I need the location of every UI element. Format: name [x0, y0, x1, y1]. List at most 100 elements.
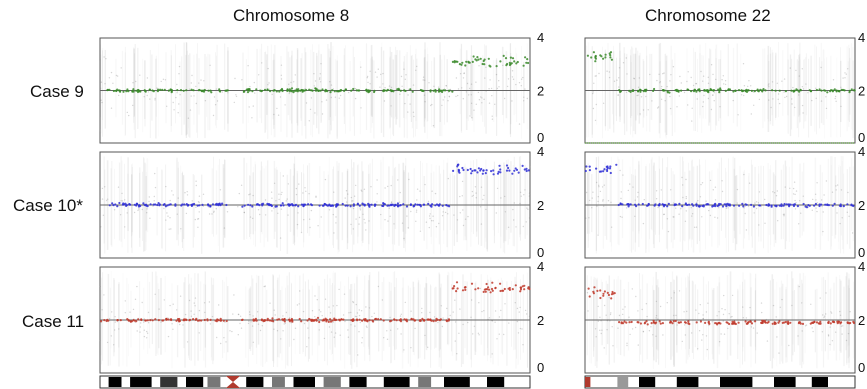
noise-point: [620, 191, 622, 193]
noise-point: [267, 84, 269, 86]
data-point: [341, 202, 344, 206]
data-point: [377, 318, 380, 321]
data-point: [363, 204, 366, 207]
noise-point: [839, 222, 841, 225]
noise-point: [198, 332, 200, 334]
noise-point: [248, 311, 251, 313]
noise-point: [784, 96, 786, 99]
noise-point: [657, 106, 660, 108]
noise-point: [118, 328, 120, 330]
noise-point: [459, 212, 461, 214]
noise-point: [715, 78, 717, 81]
noise-point: [404, 78, 406, 81]
data-point: [329, 320, 333, 323]
noise-point: [176, 83, 178, 86]
data-point: [505, 164, 509, 167]
noise-point: [424, 79, 426, 81]
noise-point: [416, 188, 419, 190]
noise-point: [825, 292, 827, 294]
noise-point: [167, 335, 170, 338]
noise-point: [673, 216, 675, 218]
data-point: [146, 319, 149, 322]
noise-point: [709, 179, 712, 182]
noise-point: [409, 103, 411, 105]
data-point: [352, 319, 355, 322]
noise-point: [758, 224, 760, 226]
data-point: [453, 61, 456, 64]
noise-point: [149, 98, 151, 100]
noise-point: [361, 190, 363, 192]
noise-point: [284, 322, 287, 324]
noise-point: [785, 95, 788, 98]
data-point: [661, 322, 665, 325]
noise-point: [699, 304, 701, 306]
noise-point: [129, 311, 131, 313]
noise-point: [798, 223, 800, 225]
noise-point: [162, 78, 165, 81]
noise-point: [414, 327, 416, 330]
noise-point: [146, 332, 149, 334]
noise-point: [454, 340, 456, 342]
noise-point: [657, 318, 659, 320]
noise-point: [190, 315, 193, 317]
noise-point: [686, 310, 688, 313]
data-point: [327, 320, 330, 323]
noise-point: [720, 333, 722, 335]
data-point: [744, 320, 747, 323]
data-point: [499, 168, 502, 171]
noise-point: [634, 199, 636, 201]
noise-point: [194, 218, 196, 221]
noise-point: [197, 218, 200, 220]
noise-point: [657, 206, 659, 209]
noise-point: [198, 201, 200, 204]
noise-point: [742, 63, 745, 65]
data-point: [192, 89, 195, 92]
noise-point: [101, 101, 103, 104]
noise-point: [707, 97, 710, 100]
noise-point: [481, 97, 483, 99]
noise-point: [754, 202, 756, 204]
noise-point: [702, 75, 705, 77]
data-point: [780, 203, 783, 206]
noise-point: [594, 328, 597, 330]
noise-point: [461, 180, 464, 183]
noise-point: [626, 342, 628, 344]
noise-point: [302, 310, 305, 313]
noise-point: [352, 300, 354, 303]
data-point: [659, 322, 662, 325]
noise-point: [335, 222, 337, 224]
data-point: [111, 202, 114, 205]
noise-point: [113, 329, 116, 331]
data-point: [374, 318, 377, 321]
noise-point: [234, 77, 236, 80]
noise-point: [342, 314, 345, 316]
y-tick-label: 0: [858, 245, 865, 260]
data-point: [373, 204, 376, 207]
noise-point: [202, 193, 205, 195]
data-point: [185, 89, 188, 92]
noise-point: [847, 68, 849, 70]
noise-point: [743, 85, 746, 87]
noise-point: [354, 87, 356, 90]
noise-point: [314, 316, 316, 318]
noise-point: [801, 330, 803, 332]
noise-point: [776, 190, 778, 192]
chr22-ideogram-band: [617, 377, 629, 387]
noise-point: [185, 212, 188, 215]
data-point: [502, 289, 505, 292]
data-point: [413, 319, 416, 322]
data-point: [698, 205, 702, 208]
noise-point: [239, 315, 242, 317]
noise-point: [637, 344, 639, 346]
noise-point: [193, 95, 195, 97]
noise-point: [247, 65, 249, 67]
noise-point: [801, 104, 804, 107]
data-point: [652, 89, 655, 92]
noise-point: [849, 311, 851, 313]
noise-point: [655, 300, 658, 303]
noise-point: [387, 185, 389, 188]
noise-point: [526, 97, 528, 100]
noise-point: [783, 78, 786, 80]
noise-point: [300, 231, 303, 234]
data-point: [787, 320, 790, 323]
